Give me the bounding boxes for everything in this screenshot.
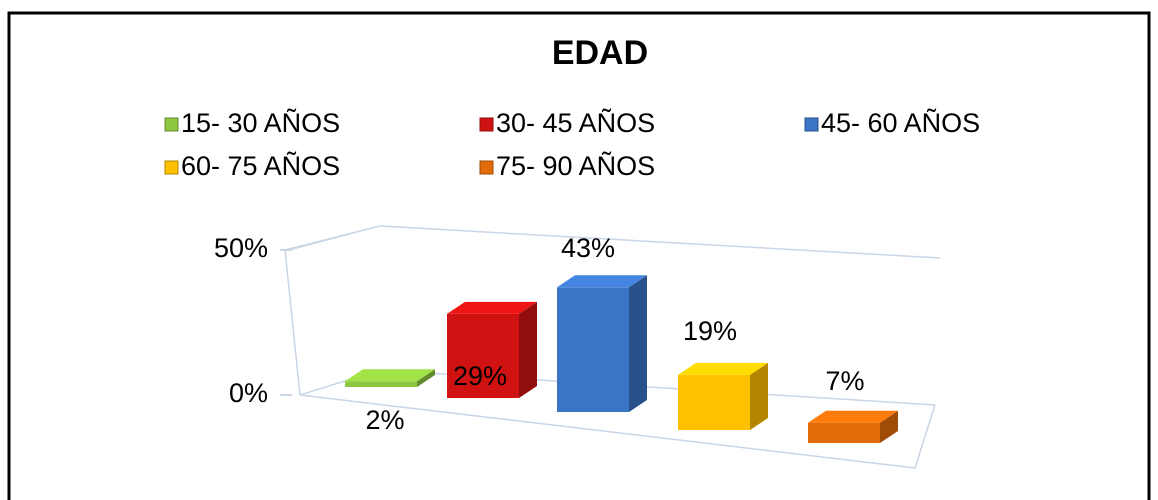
- data-label: 7%: [825, 366, 864, 396]
- bar: [808, 410, 898, 443]
- y-tick-label: 0%: [229, 378, 268, 408]
- bar: [447, 301, 537, 398]
- data-label: 29%: [453, 361, 507, 391]
- bar-top: [345, 369, 435, 382]
- legend-swatch: [804, 117, 819, 132]
- bar-front: [345, 381, 417, 387]
- legend-label: 30- 45 AÑOS: [496, 107, 655, 138]
- bar-front: [808, 422, 880, 443]
- bar-side: [629, 275, 647, 412]
- legend-label: 60- 75 AÑOS: [181, 150, 340, 181]
- plot-frame: [284, 225, 941, 469]
- grid-line: [289, 225, 381, 251]
- legend-label: 45- 60 AÑOS: [821, 107, 980, 138]
- legend-label: 75- 90 AÑOS: [496, 150, 655, 181]
- bar-top: [678, 362, 768, 375]
- chart-title: EDAD: [552, 34, 648, 72]
- bar: [557, 275, 647, 412]
- legend-swatch: [164, 160, 179, 175]
- legend-swatch: [479, 160, 494, 175]
- y-tick-label: 50%: [214, 233, 268, 263]
- bar-front: [447, 313, 519, 398]
- bar: [345, 369, 435, 387]
- data-label: 2%: [365, 405, 404, 435]
- legend-label: 15- 30 AÑOS: [181, 107, 340, 138]
- bar-front: [557, 287, 629, 412]
- frame: [7, 11, 1151, 500]
- data-label: 43%: [561, 233, 615, 263]
- bar: [678, 362, 768, 430]
- bar-side: [519, 301, 537, 398]
- bar-top: [447, 301, 537, 314]
- bar-side: [750, 362, 768, 430]
- bar-top: [557, 275, 647, 288]
- bar-top: [808, 410, 898, 423]
- bar-side: [417, 369, 435, 387]
- bar-front: [678, 374, 750, 430]
- bar-side: [880, 410, 898, 443]
- legend-swatch: [479, 117, 494, 132]
- legend-swatch: [164, 117, 179, 132]
- data-label: 19%: [683, 316, 737, 346]
